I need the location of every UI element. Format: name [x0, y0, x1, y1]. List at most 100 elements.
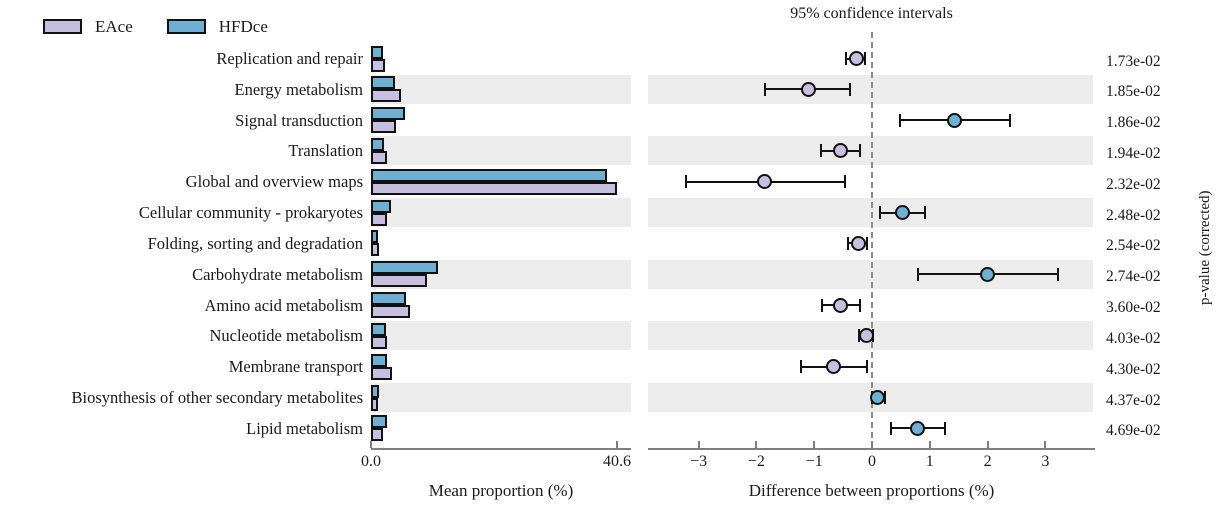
category-label: Nucleotide metabolism	[209, 326, 363, 346]
bar-eace	[371, 274, 427, 288]
category-label: Translation	[288, 141, 363, 161]
ci-cap-low	[844, 52, 847, 65]
bar-eace	[371, 212, 388, 226]
pvalue-axis-label: p-value (corrected)	[1197, 190, 1213, 306]
ci-cap-high	[1008, 113, 1011, 127]
bar-hfdce	[371, 45, 384, 59]
ci-cap-low	[820, 298, 823, 312]
zero-dashed-line	[871, 32, 873, 448]
p-value: 1.73e-02	[1106, 52, 1161, 70]
category-label: Energy metabolism	[234, 79, 363, 99]
bar-eace	[371, 335, 388, 349]
bar-eace	[371, 305, 410, 319]
difference-dot	[800, 81, 816, 97]
category-label: Membrane transport	[228, 357, 363, 377]
category-label: Folding, sorting and degradation	[147, 233, 363, 253]
x-tick	[370, 441, 372, 448]
x-tick-label: 0	[868, 453, 876, 470]
p-value: 2.54e-02	[1106, 237, 1161, 255]
x-tick	[928, 441, 931, 448]
bar-hfdce	[371, 353, 388, 367]
mean-proportion-x-axis	[371, 448, 631, 450]
legend-label: EAce	[95, 17, 133, 36]
category-label: Biosynthesis of other secondary metaboli…	[71, 388, 363, 408]
x-tick	[697, 441, 700, 448]
ci-cap-high	[864, 52, 867, 65]
p-value: 4.03e-02	[1106, 329, 1161, 347]
bar-eace	[371, 89, 402, 103]
x-tick-label: 0.0	[361, 453, 381, 470]
ci-cap-high	[866, 360, 869, 374]
legend: EAce HFDce	[43, 17, 268, 36]
row-stripe	[371, 383, 631, 413]
difference-dot	[833, 297, 849, 313]
legend-item-eace: EAce	[43, 17, 133, 36]
difference-dot	[756, 174, 772, 190]
x-tick-label: 2	[983, 453, 992, 470]
difference-axis-label: Difference between proportions (%)	[748, 481, 995, 500]
ci-cap-high	[943, 421, 946, 435]
ci-cap-high	[1056, 267, 1059, 281]
p-value: 1.94e-02	[1106, 144, 1161, 162]
category-label: Lipid metabolism	[246, 418, 363, 438]
ci-cap-low	[916, 267, 919, 281]
p-value: 1.86e-02	[1106, 114, 1161, 132]
category-label: Global and overview maps	[185, 172, 363, 192]
x-tick-label: 1	[925, 453, 934, 470]
row-stripe	[371, 136, 631, 166]
x-tick	[1044, 441, 1047, 448]
p-value: 4.69e-02	[1106, 422, 1161, 440]
ci-cap-high	[849, 82, 852, 96]
ci-cap-high	[858, 144, 861, 158]
bar-hfdce	[371, 384, 380, 398]
p-value: 2.74e-02	[1106, 268, 1161, 286]
bar-hfdce	[371, 137, 385, 151]
difference-dot	[826, 359, 842, 375]
difference-dot	[858, 328, 874, 344]
ci-cap-low	[846, 236, 849, 250]
bar-hfdce	[371, 168, 607, 182]
x-tick-label: 40.6	[603, 453, 632, 470]
bar-hfdce	[371, 230, 378, 244]
ci-cap-low	[898, 113, 901, 127]
ci-cap-low	[878, 206, 881, 220]
row-stripe	[371, 74, 631, 104]
row-stripe	[648, 136, 1093, 166]
ci-cap-low	[890, 421, 893, 435]
ci-cap-low	[820, 144, 823, 158]
x-tick-label: −3	[690, 453, 708, 470]
x-tick-label: −2	[747, 453, 765, 470]
legend-item-hfdce: HFDce	[166, 17, 268, 36]
category-label: Carbohydrate metabolism	[192, 264, 363, 284]
ci-cap-high	[924, 206, 927, 220]
difference-dot	[870, 390, 886, 406]
category-label: Amino acid metabolism	[204, 295, 363, 315]
category-label: Replication and repair	[216, 49, 363, 68]
legend-swatch-hfdce	[166, 19, 206, 34]
x-tick-label: −1	[805, 453, 823, 470]
row-stripe	[648, 198, 1093, 228]
x-tick	[986, 441, 989, 448]
x-tick	[616, 441, 619, 448]
bar-eace	[371, 181, 618, 195]
row-stripe	[371, 321, 631, 351]
ci-cap-low	[764, 82, 767, 96]
legend-label: HFDce	[218, 17, 268, 36]
x-tick	[755, 441, 758, 448]
row-stripe	[371, 198, 631, 228]
category-label: Cellular community - prokaryotes	[138, 203, 363, 223]
ci-cap-low	[800, 360, 803, 374]
difference-x-axis	[648, 448, 1095, 450]
bar-hfdce	[371, 107, 405, 121]
bar-hfdce	[371, 322, 387, 336]
difference-dot	[832, 143, 848, 159]
x-tick	[813, 441, 816, 448]
bar-eace	[371, 243, 379, 257]
ci-cap-high	[858, 298, 861, 312]
bar-hfdce	[371, 199, 391, 213]
difference-dot	[980, 266, 996, 282]
row-stripe	[648, 74, 1093, 104]
difference-dot	[849, 51, 865, 66]
ci-plot-title: 95% confidence intervals	[790, 5, 953, 22]
